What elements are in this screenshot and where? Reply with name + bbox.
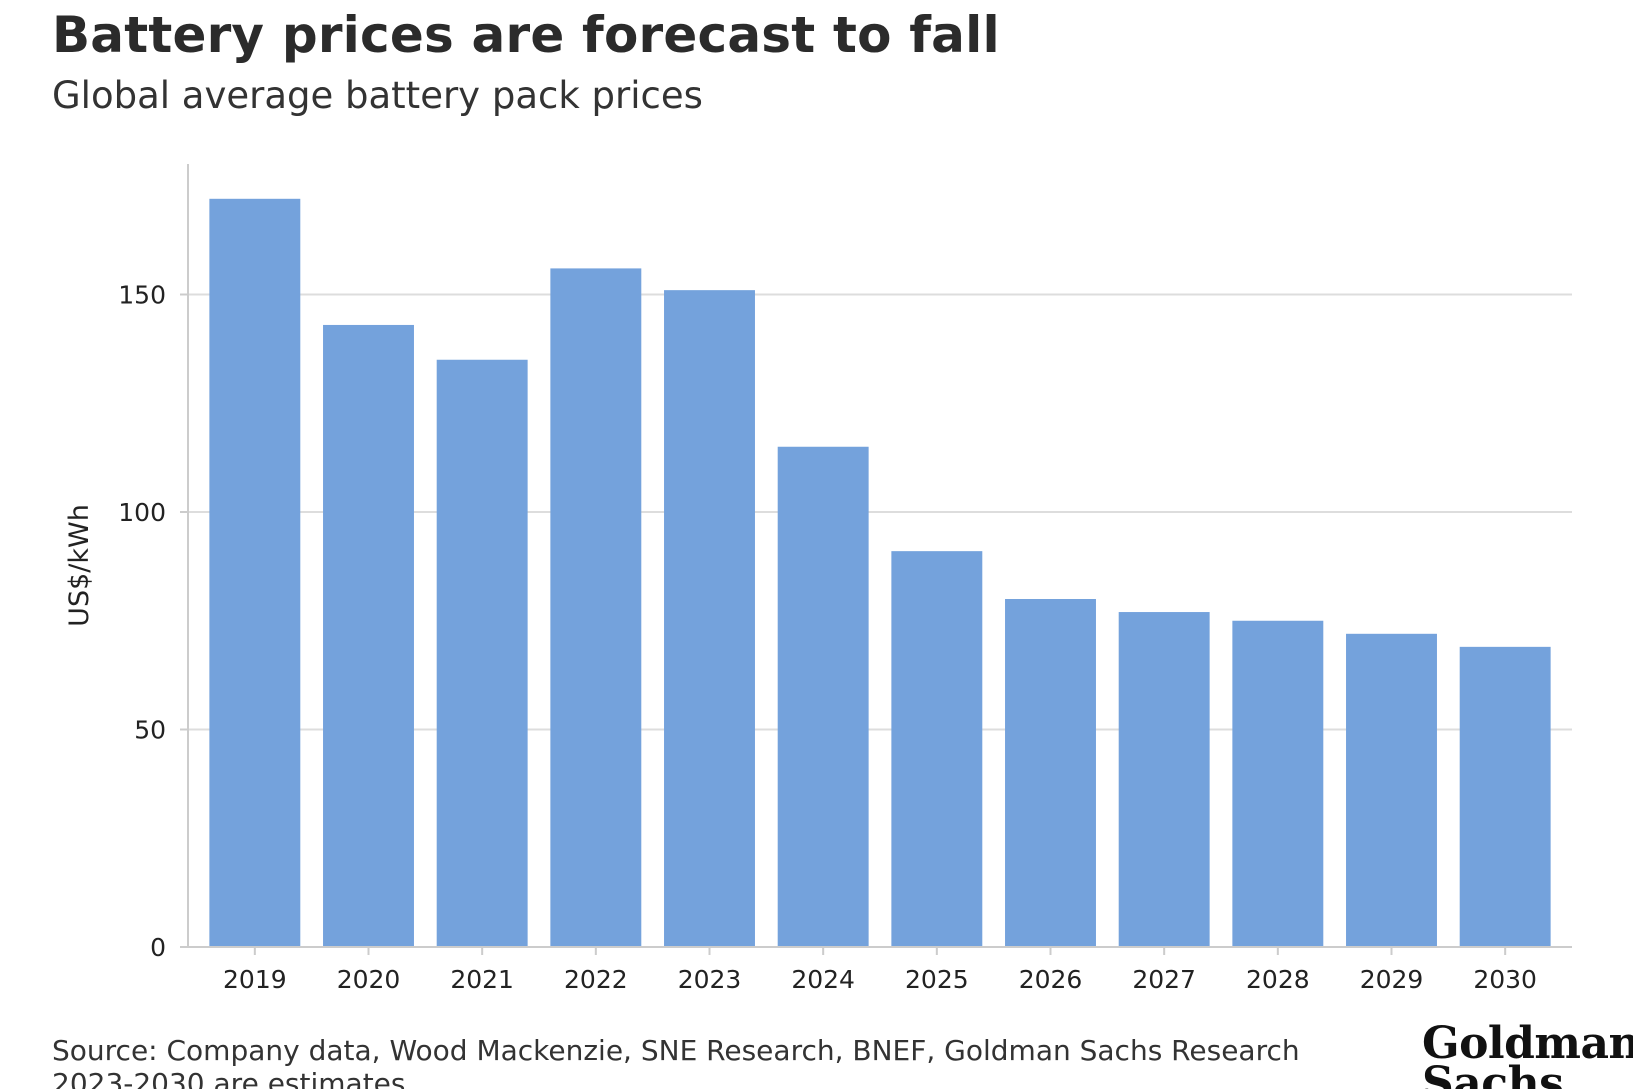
x-tick-label: 2023	[678, 965, 742, 994]
bars	[209, 198, 1551, 948]
bar	[664, 290, 755, 947]
bar	[323, 324, 414, 947]
estimates-note: 2023-2030 are estimates	[52, 1067, 406, 1089]
gridlines	[188, 293, 1572, 731]
y-tick-label: 50	[134, 716, 166, 745]
bar	[891, 551, 983, 947]
x-tick-label: 2021	[450, 965, 514, 994]
x-tick-label: 2030	[1473, 965, 1537, 994]
bar	[1118, 612, 1210, 947]
bar	[436, 359, 528, 947]
source-note: Source: Company data, Wood Mackenzie, SN…	[52, 1034, 1300, 1067]
x-tick-label: 2022	[564, 965, 628, 994]
chart-subtitle: Global average battery pack prices	[52, 74, 703, 117]
bar	[1346, 633, 1437, 947]
tick-labels: 0 50 100 150 2019 2020 2021 2022 2023 2024 2025 202…	[118, 281, 1537, 995]
logo-line-1: Goldman	[1422, 1018, 1633, 1069]
bar	[1005, 599, 1096, 947]
y-axis-label: US$/kWh	[64, 504, 95, 627]
bar	[209, 198, 301, 948]
x-tick-label: 2020	[337, 965, 401, 994]
bar	[550, 268, 642, 947]
x-tick-label: 2025	[905, 965, 969, 994]
x-tick-label: 2028	[1246, 965, 1310, 994]
y-tick-label: 100	[118, 498, 166, 527]
bar	[777, 446, 869, 947]
x-tick-label: 2026	[1019, 965, 1083, 994]
y-tick-label: 0	[150, 933, 166, 962]
chart-title: Battery prices are forecast to fall	[52, 6, 1000, 64]
x-tick-label: 2029	[1360, 965, 1424, 994]
y-tick-label: 150	[118, 281, 166, 310]
x-tick-label: 2027	[1132, 965, 1196, 994]
logo-line-2: Sachs	[1422, 1058, 1564, 1089]
bar	[1459, 646, 1551, 947]
bar	[1232, 620, 1324, 947]
x-tick-label: 2024	[791, 965, 855, 994]
x-tick-label: 2019	[223, 965, 287, 994]
goldman-sachs-logo: Goldman Sachs	[1422, 1018, 1633, 1089]
axes	[180, 164, 1572, 955]
